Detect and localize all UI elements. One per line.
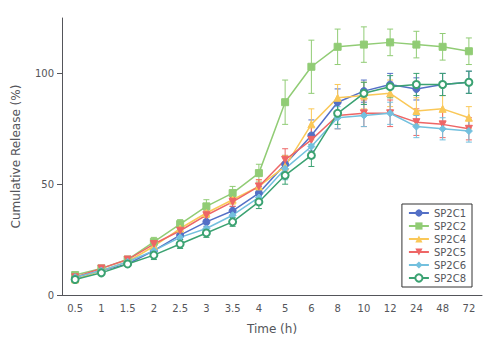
svg-text:2.5: 2.5 — [172, 303, 188, 314]
svg-text:100: 100 — [35, 68, 54, 79]
svg-text:SP2C8: SP2C8 — [434, 273, 466, 284]
svg-text:48: 48 — [436, 303, 449, 314]
svg-text:SP2C1: SP2C1 — [434, 208, 466, 219]
svg-text:12: 12 — [384, 303, 397, 314]
svg-text:24: 24 — [410, 303, 423, 314]
svg-text:5: 5 — [282, 303, 288, 314]
svg-text:4: 4 — [256, 303, 262, 314]
svg-text:1: 1 — [98, 303, 104, 314]
svg-text:SP2C2: SP2C2 — [434, 221, 466, 232]
svg-text:SP2C6: SP2C6 — [434, 260, 466, 271]
svg-text:50: 50 — [41, 179, 54, 190]
svg-text:1.5: 1.5 — [120, 303, 136, 314]
svg-text:10: 10 — [358, 303, 371, 314]
svg-text:3.5: 3.5 — [225, 303, 241, 314]
svg-text:3: 3 — [203, 303, 209, 314]
svg-text:8: 8 — [334, 303, 340, 314]
svg-text:Time (h): Time (h) — [246, 322, 297, 336]
svg-text:72: 72 — [463, 303, 476, 314]
svg-text:6: 6 — [308, 303, 314, 314]
svg-text:0.5: 0.5 — [67, 303, 83, 314]
svg-text:Cumulative Release (%): Cumulative Release (%) — [9, 85, 23, 229]
svg-text:SP2C5: SP2C5 — [434, 247, 466, 258]
svg-text:2: 2 — [151, 303, 157, 314]
svg-text:SP2C4: SP2C4 — [434, 234, 466, 245]
svg-text:0: 0 — [48, 290, 54, 301]
